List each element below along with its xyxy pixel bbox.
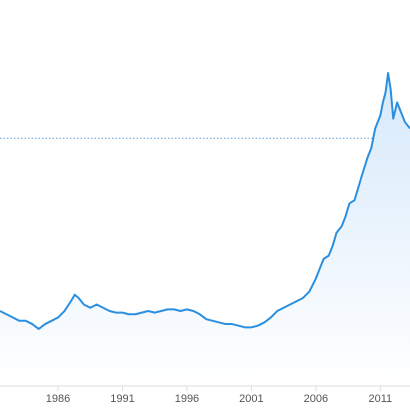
series-line	[0, 72, 410, 330]
x-tick-label: 2001	[239, 393, 263, 405]
x-tick-label: 2011	[369, 393, 393, 405]
x-tick-label: 2006	[304, 393, 328, 405]
x-tick-label: 1996	[175, 393, 199, 405]
x-tick-label: 1986	[46, 393, 70, 405]
x-tick-label: 1991	[110, 393, 134, 405]
series-area	[0, 73, 410, 386]
x-axis-ticks: 1986 1991 1996 2001 2006 2011	[46, 386, 392, 405]
